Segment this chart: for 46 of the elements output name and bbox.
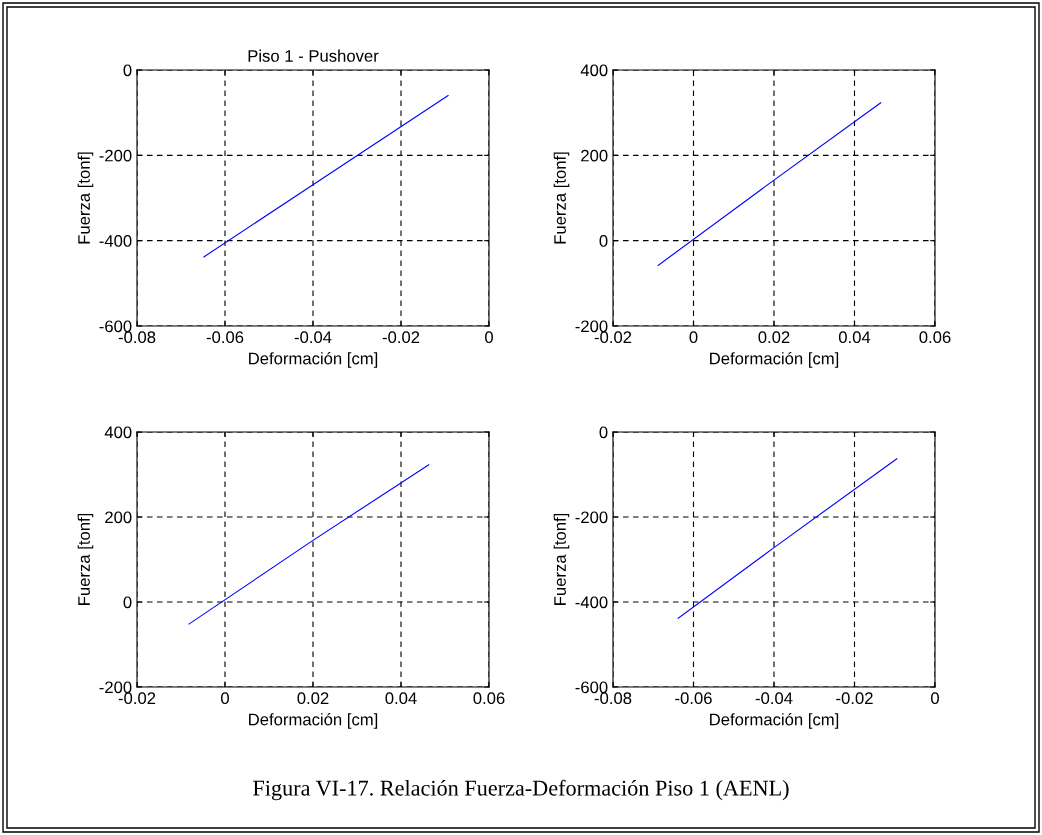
y-tick-label: 0 [599,426,608,439]
x-tick-label: -0.08 [594,692,632,705]
y-tick-label: -400 [575,596,608,609]
y-tick-label: -200 [99,681,132,694]
x-tick-label: 0 [931,692,939,705]
y-axis-title: Fuerza [tonf] [553,513,570,605]
y-tick-label: -600 [575,681,608,694]
chart-title: Piso 1 - Pushover [248,49,379,62]
x-axis-title: Deformación [cm] [249,351,378,368]
y-tick-label: 400 [580,64,608,77]
x-tick-label: -0.08 [118,331,156,344]
x-tick-label: -0.06 [675,692,712,705]
y-tick-label: 0 [123,64,132,77]
x-tick-label: 0.02 [758,331,790,344]
y-axis-title: Fuerza [tonf] [553,152,570,244]
x-axis-title: Deformación [cm] [710,351,839,368]
x-tick-label: -0.04 [755,692,793,705]
x-axis-title: Deformación [cm] [249,712,378,729]
text: Figura VI-17. Relación Fuerza-Deformación Piso 1 (AENL) [253,779,789,801]
x-tick-label: 0 [485,331,493,344]
x-tick-label: 0.04 [385,692,417,705]
y-tick-label: -600 [99,320,132,333]
y-tick-label: -400 [99,235,132,247]
x-tick-label: -0.02 [382,331,420,344]
x-tick-label: -0.02 [118,692,156,705]
x-tick-label: 0 [689,331,698,344]
x-tick-label: 0.06 [919,331,951,344]
y-tick-label: 400 [104,426,132,439]
x-tick-label: -0.02 [594,331,632,344]
y-tick-label: 0 [599,235,608,247]
y-tick-label: 200 [105,511,132,524]
x-tick-label: -0.04 [294,331,332,344]
y-tick-label: -200 [575,511,608,524]
x-tick-label: -0.02 [836,692,873,705]
x-axis-title: Deformación [cm] [710,712,839,729]
x-tick-label: 0.06 [473,692,505,705]
x-tick-label: -0.06 [206,331,244,344]
y-tick-label: -200 [99,149,132,162]
x-tick-label: 0 [221,692,229,705]
y-tick-label: 200 [581,149,608,162]
x-tick-label: 0.04 [838,331,871,344]
y-tick-label: 0 [123,596,132,609]
y-axis-title: Fuerza [tonf] [77,152,94,244]
x-tick-label: 0.02 [297,692,329,705]
y-tick-label: -200 [575,320,608,333]
y-axis-title: Fuerza [tonf] [77,513,94,605]
